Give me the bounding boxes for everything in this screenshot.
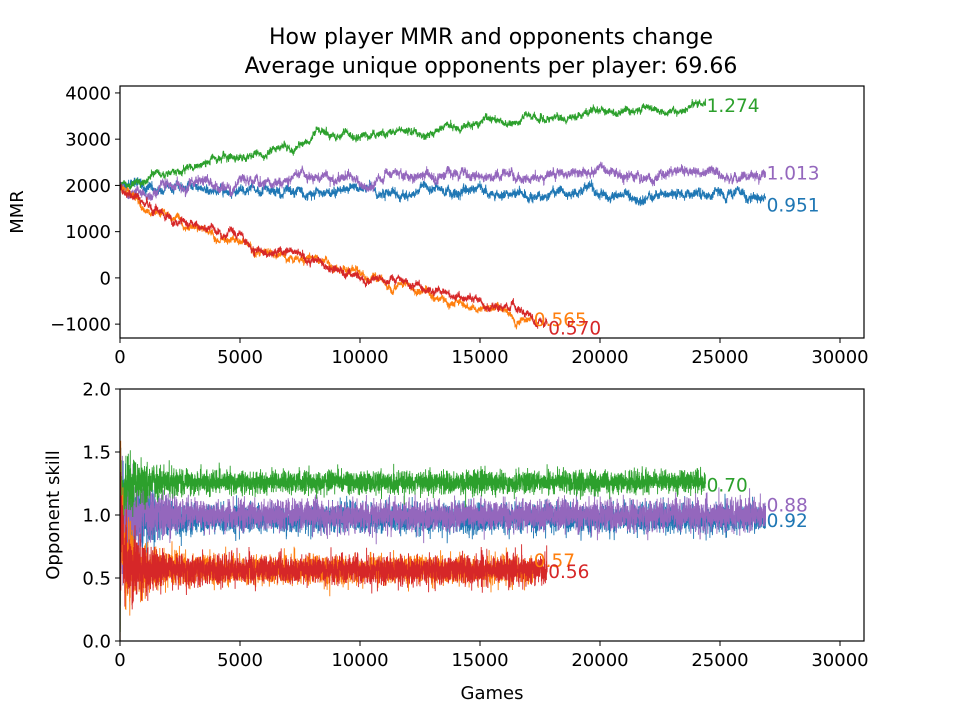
- mmr-x-tick-label: 15000: [451, 347, 508, 368]
- mmr-y-tick-label: 1000: [65, 222, 111, 243]
- mmr-y-tick-label: 0: [100, 268, 111, 289]
- mmr-ticks: 0 5000 10000 15000 20000 25000 30000−100001000…: [50, 83, 869, 368]
- mmr-y-axis-label: MMR: [7, 190, 28, 234]
- chart-title-line1: How player MMR and opponents change: [269, 25, 713, 50]
- opponent-skill-y-tick-label: 0.5: [82, 569, 111, 590]
- opponent-skill-x-tick-label: 5000: [217, 650, 263, 671]
- opponent-skill-ticks: 0 5000 10000 15000 20000 25000 30000 0.0 0.5 1.0 1…: [82, 380, 868, 672]
- mmr-panel: 0 5000 10000 15000 20000 25000 30000−100001000…: [7, 83, 869, 368]
- opponent-skill-series-group: [120, 440, 767, 641]
- opponent-skill-series-line-red: [120, 471, 548, 641]
- opponent-skill-end-label-purple: 0.88: [767, 495, 808, 516]
- mmr-axes-frame: [119, 85, 865, 339]
- mmr-end-label-purple: 1.013: [767, 163, 820, 184]
- opponent-skill-x-tick-label: 10000: [331, 650, 388, 671]
- opponent-skill-y-tick-label: 1.0: [82, 506, 111, 527]
- opponent-skill-end-label-blue: 0.92: [767, 511, 808, 532]
- opponent-skill-y-axis-label: Opponent skill: [43, 450, 64, 580]
- opponent-skill-y-tick-label: 0.0: [82, 632, 111, 653]
- mmr-end-label-green: 1.274: [707, 96, 760, 117]
- opponent-skill-series-line-purple: [120, 455, 767, 632]
- mmr-series-line-purple: [120, 161, 767, 201]
- opponent-skill-x-tick-label: 15000: [451, 650, 508, 671]
- mmr-x-tick-label: 10000: [331, 347, 388, 368]
- opponent-skill-x-tick-label: 30000: [811, 650, 868, 671]
- mmr-y-tick-label: 4000: [65, 83, 111, 104]
- opponent-skill-series-line-green: [120, 450, 707, 638]
- mmr-x-tick-label: 20000: [571, 347, 628, 368]
- mmr-y-tick-label: 2000: [65, 176, 111, 197]
- opponent-skill-end-label-red: 0.56: [548, 562, 589, 583]
- opponent-skill-y-tick-label: 2.0: [82, 380, 111, 401]
- mmr-y-tick-label: −1000: [50, 315, 111, 336]
- mmr-series-line-red: [120, 183, 548, 329]
- opponent-skill-y-tick-label: 1.5: [82, 443, 111, 464]
- mmr-x-tick-label: 25000: [691, 347, 748, 368]
- mmr-end-label-blue: 0.951: [767, 195, 820, 216]
- mmr-series-group: [120, 98, 767, 330]
- games-x-axis-label: Games: [461, 683, 524, 704]
- mmr-end-label-red: 0.570: [548, 318, 601, 339]
- opponent-skill-x-tick-label: 20000: [571, 650, 628, 671]
- mmr-x-tick-label: 5000: [217, 347, 263, 368]
- opponent-skill-panel: 0 5000 10000 15000 20000 25000 30000 0.0 0.5 1.0 1…: [43, 380, 869, 705]
- opponent-skill-x-tick-label: 25000: [691, 650, 748, 671]
- mmr-x-tick-label: 30000: [811, 347, 868, 368]
- mmr-end-label-orange: 0.565: [534, 310, 587, 331]
- mmr-series-line-blue: [120, 177, 767, 207]
- opponent-skill-x-tick-label: 0: [114, 650, 125, 671]
- mmr-y-tick-label: 3000: [65, 130, 111, 151]
- opponent-skill-end-labels: 0.920.88 0.70 0.570.56: [534, 475, 808, 583]
- chart-title-line2: Average unique opponents per player: 69.…: [245, 54, 738, 79]
- opponent-skill-end-label-green: 0.70: [707, 475, 748, 496]
- mmr-series-line-orange: [120, 185, 534, 330]
- opponent-skill-end-label-orange: 0.57: [534, 551, 575, 572]
- mmr-x-tick-label: 0: [114, 347, 125, 368]
- mmr-series-line-green: [120, 98, 707, 190]
